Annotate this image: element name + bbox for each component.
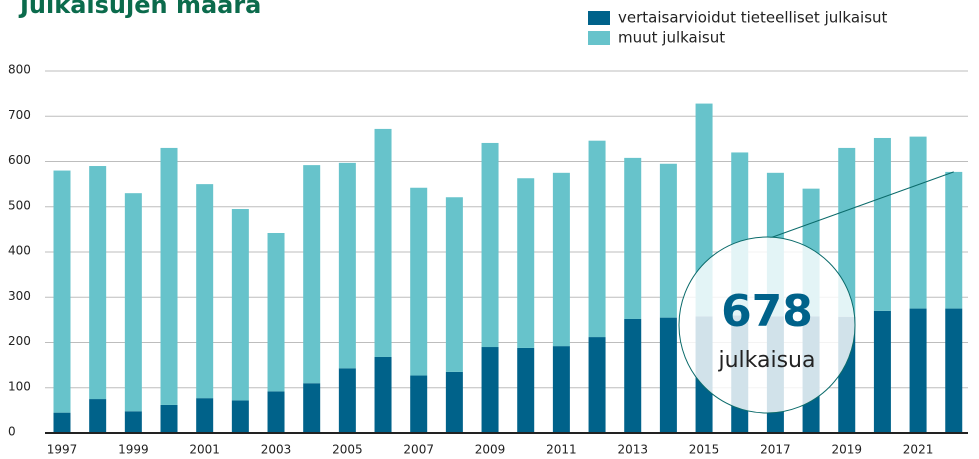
y-tick-label: 300: [8, 289, 31, 303]
x-tick-label: 1999: [118, 443, 149, 457]
bar-segment: [624, 318, 642, 433]
x-tick-label: 2003: [261, 443, 292, 457]
y-tick-label: 600: [8, 153, 31, 167]
x-tick-label: 2019: [831, 443, 862, 457]
bar-segment: [838, 147, 856, 317]
bar-segment: [267, 232, 285, 392]
bar-segment: [374, 356, 392, 433]
bar-segment: [303, 165, 321, 384]
bar-segment: [267, 391, 285, 433]
bar-segment: [160, 147, 178, 405]
x-tick-label: 2001: [189, 443, 220, 457]
bar-segment: [517, 347, 535, 433]
legend-label: vertaisarvioidut tieteelliset julkaisut: [618, 9, 888, 27]
bar-segment: [160, 404, 178, 433]
bar-segment: [873, 310, 891, 433]
bar-segment: [873, 137, 891, 311]
bar-segment: [53, 170, 71, 413]
annotation-value: 678: [721, 286, 813, 337]
bar-segment: [124, 411, 142, 433]
x-tick-label: 2017: [760, 443, 791, 457]
bar-segment: [53, 412, 71, 433]
bar-segment: [196, 184, 214, 399]
bar-segment: [410, 375, 428, 433]
bar-segment: [481, 347, 499, 433]
bar-segment: [89, 399, 107, 433]
bar-segment: [374, 128, 392, 357]
bar-segment: [231, 209, 249, 401]
chart-title: Julkaisujen määrä: [18, 0, 261, 19]
bar-segment: [909, 308, 927, 433]
bar-segment: [89, 166, 107, 400]
bar-segment: [338, 368, 356, 433]
annotation-circle: [678, 236, 856, 414]
legend-label: muut julkaisut: [618, 29, 725, 47]
y-tick-label: 0: [8, 425, 16, 439]
bar-segment: [124, 193, 142, 412]
bar-segment: [231, 400, 249, 433]
bar-segment: [624, 157, 642, 319]
annotation-label: julkaisua: [717, 348, 815, 373]
y-tick-label: 500: [8, 198, 31, 212]
bar-segment: [196, 398, 214, 433]
bar-segment: [659, 317, 677, 433]
bar-segment: [303, 383, 321, 433]
y-tick-label: 400: [8, 244, 31, 258]
x-tick-label: 2007: [403, 443, 434, 457]
bar-segment: [945, 171, 963, 309]
x-tick-label: 2013: [617, 443, 648, 457]
bar-segment: [338, 162, 356, 369]
x-tick-label: 2009: [475, 443, 506, 457]
bar-segment: [588, 140, 606, 338]
x-tick-label: 1997: [47, 443, 78, 457]
bar-segment: [481, 142, 499, 348]
bar-segment: [945, 308, 963, 433]
annotation-leader: [769, 171, 954, 239]
bar-segment: [517, 178, 535, 348]
y-tick-label: 100: [8, 379, 31, 393]
bar-segment: [445, 371, 463, 433]
bar-segment: [445, 197, 463, 372]
bar-segment: [552, 346, 570, 433]
x-tick-label: 2021: [903, 443, 934, 457]
bar-segment: [909, 136, 927, 309]
legend-swatch: [588, 31, 610, 45]
y-tick-label: 700: [8, 108, 31, 122]
bar-segment: [588, 337, 606, 433]
bar-segment: [659, 163, 677, 318]
x-tick-label: 2005: [332, 443, 363, 457]
x-tick-label: 2011: [546, 443, 577, 457]
y-tick-label: 200: [8, 334, 31, 348]
bar-segment: [552, 172, 570, 347]
y-tick-label: 800: [8, 63, 31, 77]
legend-swatch: [588, 11, 610, 25]
bar-segment: [410, 187, 428, 376]
x-tick-label: 2015: [689, 443, 720, 457]
